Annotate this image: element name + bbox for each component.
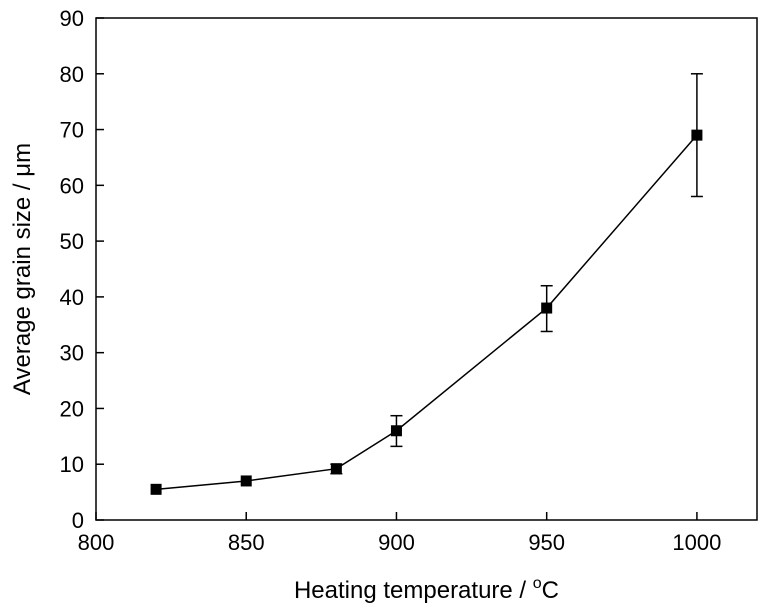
y-tick-label: 70	[60, 118, 84, 143]
y-tick-label: 30	[60, 341, 84, 366]
y-tick-label: 50	[60, 229, 84, 254]
y-axis-title: Average grain size / μm	[9, 143, 36, 395]
line-layer	[156, 134, 698, 491]
x-tick-label: 800	[78, 530, 115, 555]
x-tick-label: 850	[228, 530, 265, 555]
x-tick-label: 900	[378, 530, 415, 555]
data-point-marker	[541, 302, 553, 314]
x-axis-title-degree: o	[533, 575, 542, 592]
marker-layer	[150, 129, 703, 495]
ticks-layer: 800 850 900 950 1000 0 10 20 30 40 50 60 70 80 90	[60, 6, 722, 555]
y-tick-label: 20	[60, 396, 84, 421]
data-point-marker	[691, 129, 703, 141]
x-tick-label: 1000	[672, 530, 721, 555]
series-line	[156, 134, 698, 491]
x-tick-label: 950	[528, 530, 565, 555]
y-tick-label: 0	[72, 508, 84, 533]
data-point-marker	[150, 483, 162, 495]
x-axis-title-unit: C	[542, 577, 559, 604]
errorbar-layer	[330, 73, 703, 475]
y-tick-label: 80	[60, 62, 84, 87]
data-point-marker	[240, 475, 252, 487]
y-tick-label: 40	[60, 285, 84, 310]
data-point-marker	[330, 463, 342, 475]
x-axis-title: Heating temperature / oC	[294, 575, 559, 604]
y-tick-label: 90	[60, 6, 84, 31]
y-tick-label: 10	[60, 452, 84, 477]
plot-area-frame	[95, 17, 758, 521]
y-tick-label: 60	[60, 173, 84, 198]
data-point-marker	[390, 425, 402, 437]
x-axis-title-text: Heating temperature /	[294, 577, 533, 604]
